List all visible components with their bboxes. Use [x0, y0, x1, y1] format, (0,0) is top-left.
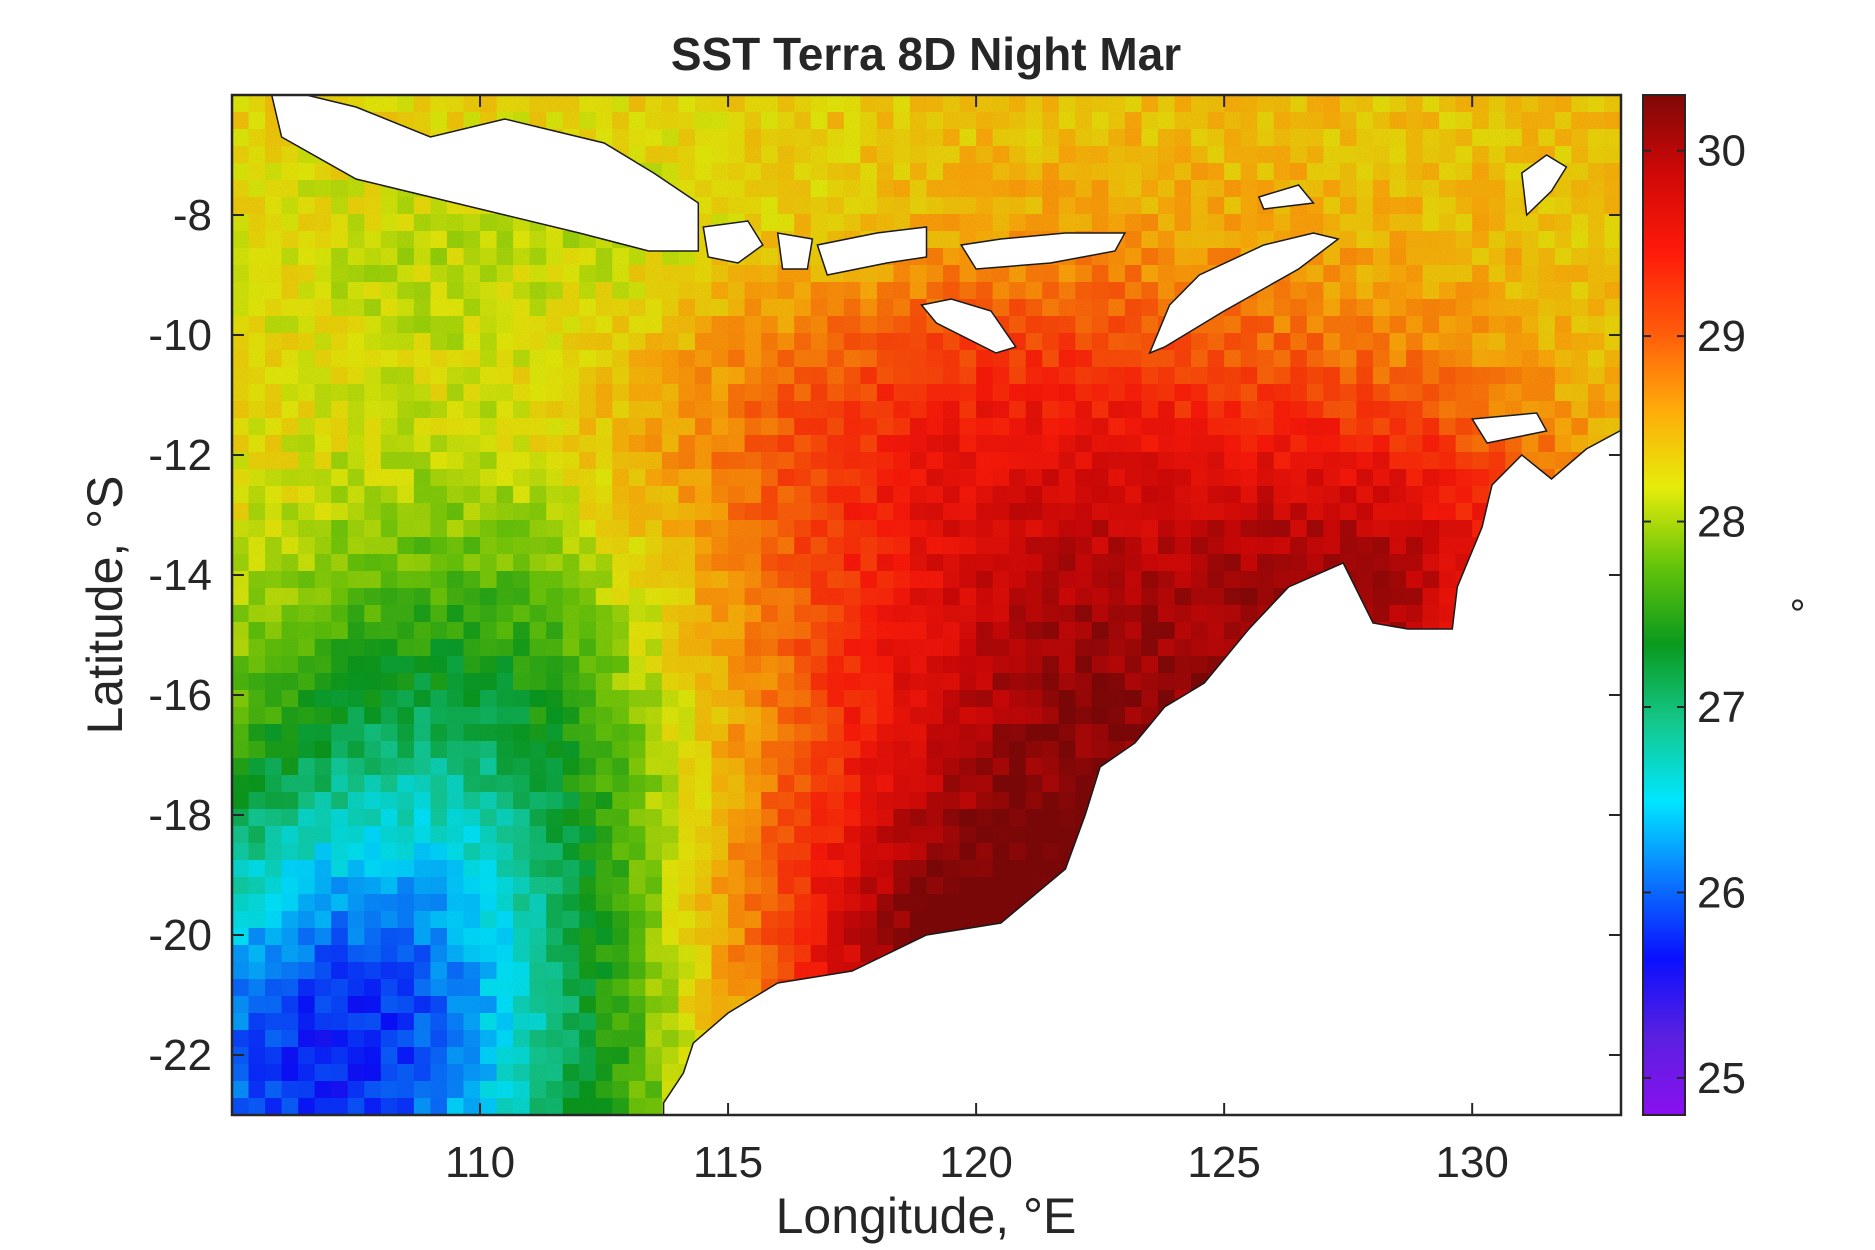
chart-title: SST Terra 8D Night Mar — [671, 28, 1181, 80]
